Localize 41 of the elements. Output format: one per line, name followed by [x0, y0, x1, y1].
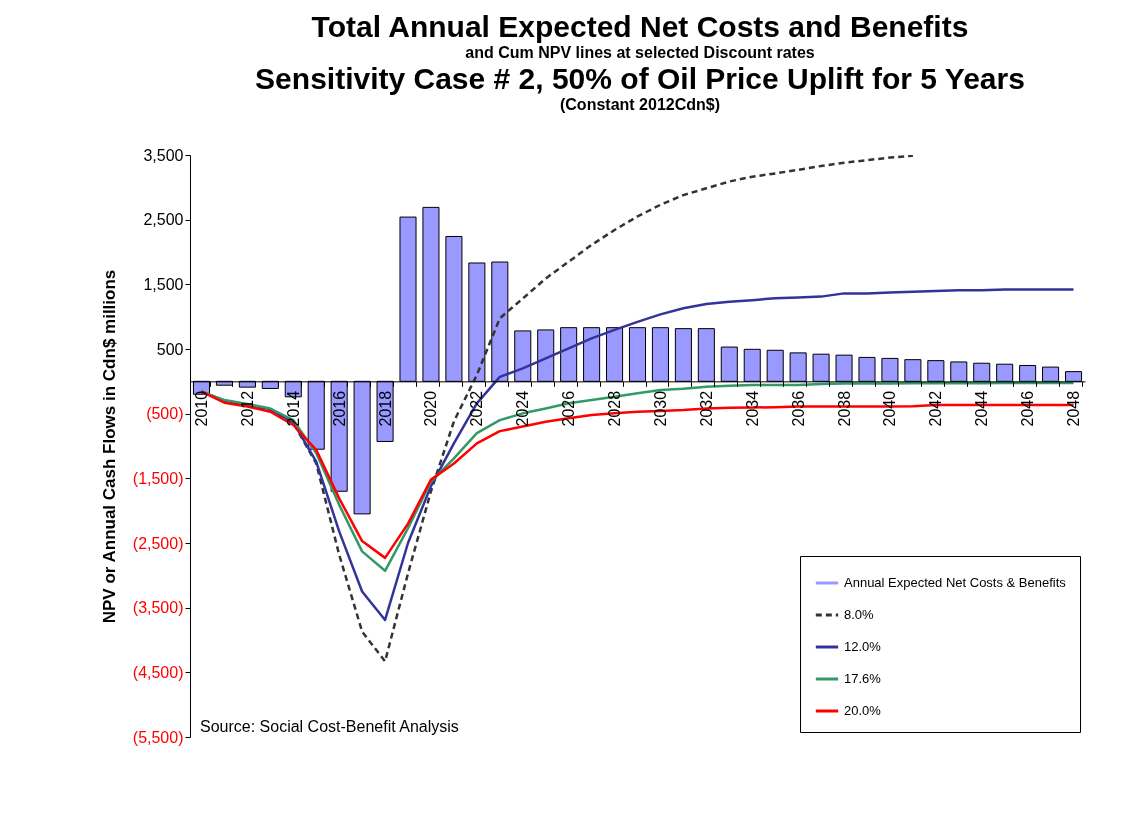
x-tick-label: 2020 [422, 390, 440, 427]
y-tick-label: 2,500 [143, 211, 184, 229]
x-tick-label: 2012 [238, 390, 256, 427]
x-tick-label: 2042 [927, 390, 945, 427]
legend-label: 20.0% [844, 703, 882, 718]
x-tick-label: 2024 [514, 390, 532, 427]
legend-label: 12.0% [844, 639, 882, 654]
x-tick-label: 2032 [697, 390, 715, 427]
x-tick-label: 2010 [192, 390, 210, 427]
x-tick-label: 2014 [284, 390, 302, 427]
y-tick-label: (5,500) [132, 728, 184, 746]
legend-label: 8.0% [844, 607, 875, 622]
x-tick-label: 2044 [973, 390, 991, 427]
x-tick-label: 2034 [743, 390, 761, 427]
x-tick-label: 2026 [560, 390, 578, 427]
x-tick-label: 2030 [651, 390, 669, 427]
chart-subtitle: and Cum NPV lines at selected Discount rates [464, 44, 816, 62]
chart-title: Total Annual Expected Net Costs and Benefits [310, 10, 970, 44]
y-axis-title: NPV or Annual Cash Flows in Cdn$ millions [99, 269, 119, 624]
x-tick-label: 2046 [1019, 390, 1037, 427]
x-tick-label: 2036 [789, 390, 807, 427]
y-tick-label: 1,500 [143, 275, 184, 293]
x-tick-label: 2038 [835, 390, 853, 427]
text: (Constant 2012Cdn$) [559, 96, 721, 114]
annotation: Source: Social Cost-Benefit Analysis [200, 718, 459, 735]
legend-label: 17.6% [844, 671, 882, 686]
x-tick-label: 2028 [606, 390, 624, 427]
y-tick-label: 500 [156, 340, 184, 358]
y-tick-label: (3,500) [132, 599, 184, 617]
legend-label: Annual Expected Net Costs & Benefits [844, 575, 1067, 590]
y-tick-label: (2,500) [132, 534, 184, 552]
x-tick-label: 2022 [468, 390, 486, 427]
x-tick-label: 2018 [376, 390, 394, 427]
x-tick-label: 2048 [1065, 390, 1083, 427]
x-tick-label: 2040 [881, 390, 899, 427]
text: Sensitivity Case # 2, 50% of Oil Price Uplift for 5 Years [254, 62, 1026, 96]
y-tick-label: (1,500) [132, 469, 184, 487]
y-tick-label: (4,500) [132, 663, 184, 681]
y-tick-label: 3,500 [143, 146, 184, 164]
y-tick-label: (500) [146, 405, 184, 423]
x-tick-label: 2016 [330, 390, 348, 427]
